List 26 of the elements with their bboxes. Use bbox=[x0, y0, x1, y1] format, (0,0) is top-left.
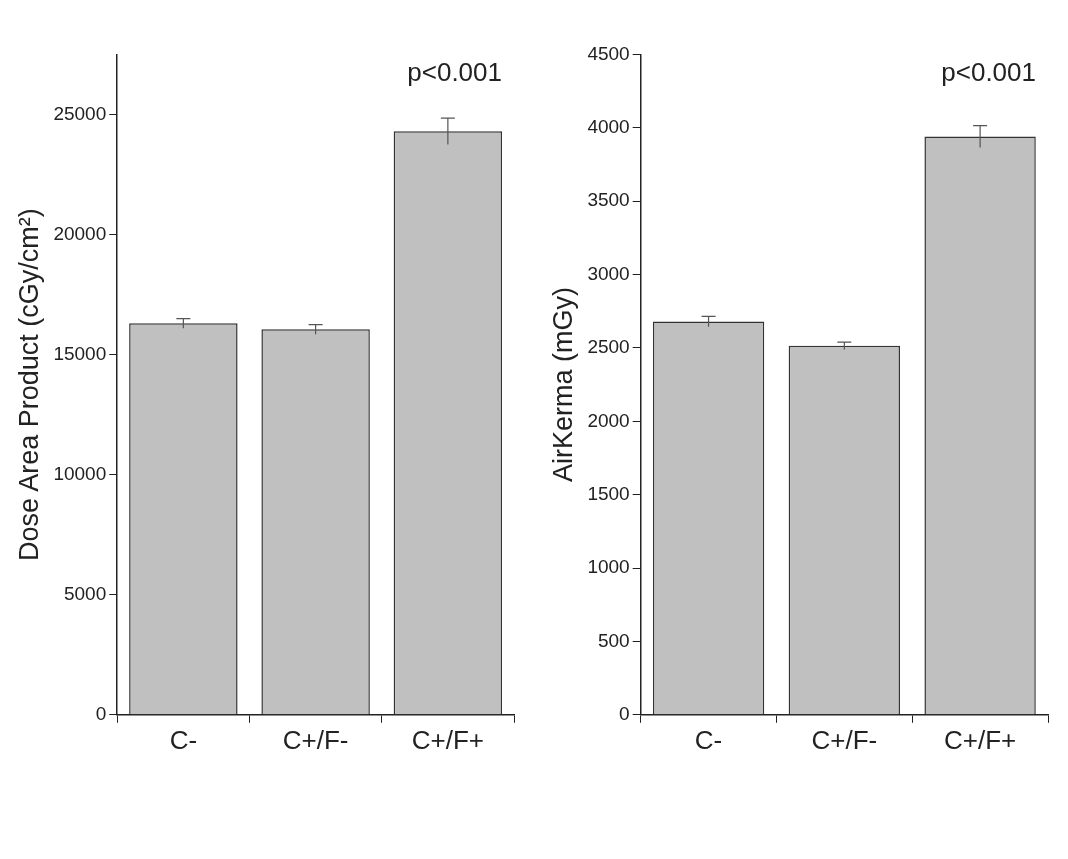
y-tick-label: 3000 bbox=[587, 262, 630, 284]
x-tick-label: C+/F+ bbox=[943, 724, 1017, 755]
y-tick-label: 10000 bbox=[53, 462, 107, 484]
y-tick-label: 4500 bbox=[587, 42, 630, 64]
y-tick-label: 500 bbox=[597, 629, 630, 651]
y-tick-label: 0 bbox=[95, 703, 107, 725]
y-tick-label: 2500 bbox=[587, 336, 630, 358]
y-axis-title: AirKerma (mGy) bbox=[547, 287, 578, 483]
y-tick-label: 5000 bbox=[63, 582, 107, 604]
y-tick-label: 25000 bbox=[53, 102, 107, 124]
y-tick-label: 3500 bbox=[587, 189, 630, 211]
x-tick-label: C+/F- bbox=[811, 724, 878, 755]
x-tick-label: C+/F- bbox=[282, 724, 349, 755]
y-tick-label: 1000 bbox=[587, 556, 630, 578]
y-tick-label: 20000 bbox=[53, 222, 107, 244]
y-tick-label: 4000 bbox=[587, 116, 630, 138]
y-tick-label: 1500 bbox=[587, 482, 630, 504]
x-tick-label: C- bbox=[169, 724, 198, 755]
y-tick-label: 15000 bbox=[53, 342, 107, 364]
y-tick-label: 2000 bbox=[587, 409, 630, 431]
x-tick-label: C- bbox=[694, 724, 723, 755]
y-tick-label: 0 bbox=[619, 703, 630, 725]
annotation: p<0.001 bbox=[407, 56, 502, 87]
y-axis-title: Dose Area Product (cGy/cm²) bbox=[13, 208, 44, 561]
x-tick-label: C+/F+ bbox=[411, 724, 484, 755]
annotation: p<0.001 bbox=[941, 56, 1036, 87]
